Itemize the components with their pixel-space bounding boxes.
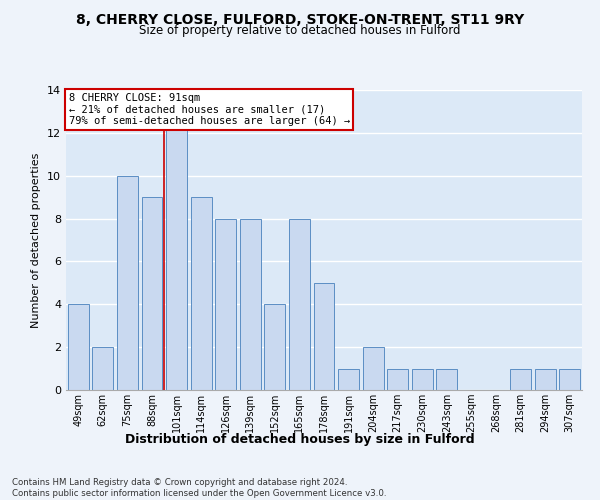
Text: 8, CHERRY CLOSE, FULFORD, STOKE-ON-TRENT, ST11 9RY: 8, CHERRY CLOSE, FULFORD, STOKE-ON-TRENT… xyxy=(76,12,524,26)
Bar xyxy=(387,368,408,390)
Bar xyxy=(240,218,261,390)
Bar xyxy=(510,368,531,390)
Text: 8 CHERRY CLOSE: 91sqm
← 21% of detached houses are smaller (17)
79% of semi-deta: 8 CHERRY CLOSE: 91sqm ← 21% of detached … xyxy=(68,93,350,126)
Bar xyxy=(166,112,187,390)
Bar xyxy=(265,304,286,390)
Bar xyxy=(412,368,433,390)
Text: Distribution of detached houses by size in Fulford: Distribution of detached houses by size … xyxy=(125,432,475,446)
Bar xyxy=(142,197,163,390)
Bar xyxy=(362,347,383,390)
Y-axis label: Number of detached properties: Number of detached properties xyxy=(31,152,41,328)
Bar xyxy=(117,176,138,390)
Bar xyxy=(559,368,580,390)
Bar xyxy=(68,304,89,390)
Text: Size of property relative to detached houses in Fulford: Size of property relative to detached ho… xyxy=(139,24,461,37)
Bar xyxy=(92,347,113,390)
Bar xyxy=(191,197,212,390)
Text: Contains HM Land Registry data © Crown copyright and database right 2024.
Contai: Contains HM Land Registry data © Crown c… xyxy=(12,478,386,498)
Bar xyxy=(436,368,457,390)
Bar xyxy=(215,218,236,390)
Bar xyxy=(289,218,310,390)
Bar xyxy=(338,368,359,390)
Bar xyxy=(535,368,556,390)
Bar xyxy=(314,283,334,390)
